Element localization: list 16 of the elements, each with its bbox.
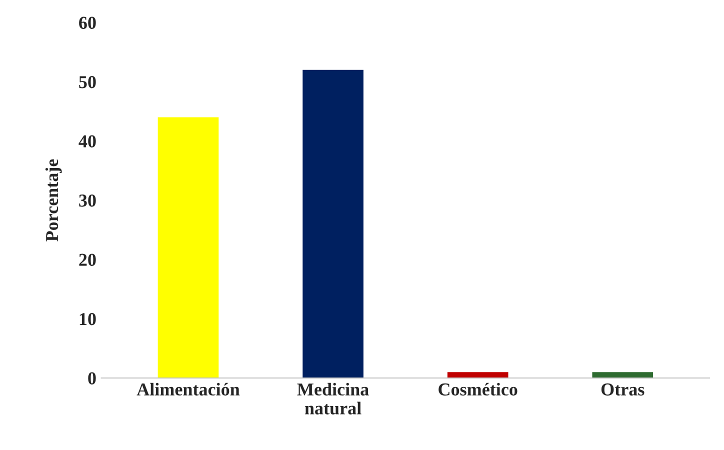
bar [302, 70, 364, 378]
y-tick-label: 50 [79, 76, 96, 88]
bar [447, 372, 508, 378]
x-tick-label: Otras [601, 383, 644, 396]
y-tick-label: 10 [80, 313, 96, 326]
y-tick-label: 0 [88, 372, 96, 384]
y-tick-label: 20 [79, 254, 96, 266]
y-tick-label: 40 [78, 135, 96, 148]
y-tick-label: 60 [79, 16, 96, 29]
y-axis-title: Porcentaje [45, 159, 62, 242]
x-tick-label: Cosmético [438, 382, 518, 396]
x-tick-label: Alimentación [136, 382, 240, 396]
bar [158, 117, 219, 378]
y-tick-label: 30 [79, 194, 96, 207]
bar [592, 372, 654, 378]
x-tick-label: Medicina natural [297, 382, 369, 414]
